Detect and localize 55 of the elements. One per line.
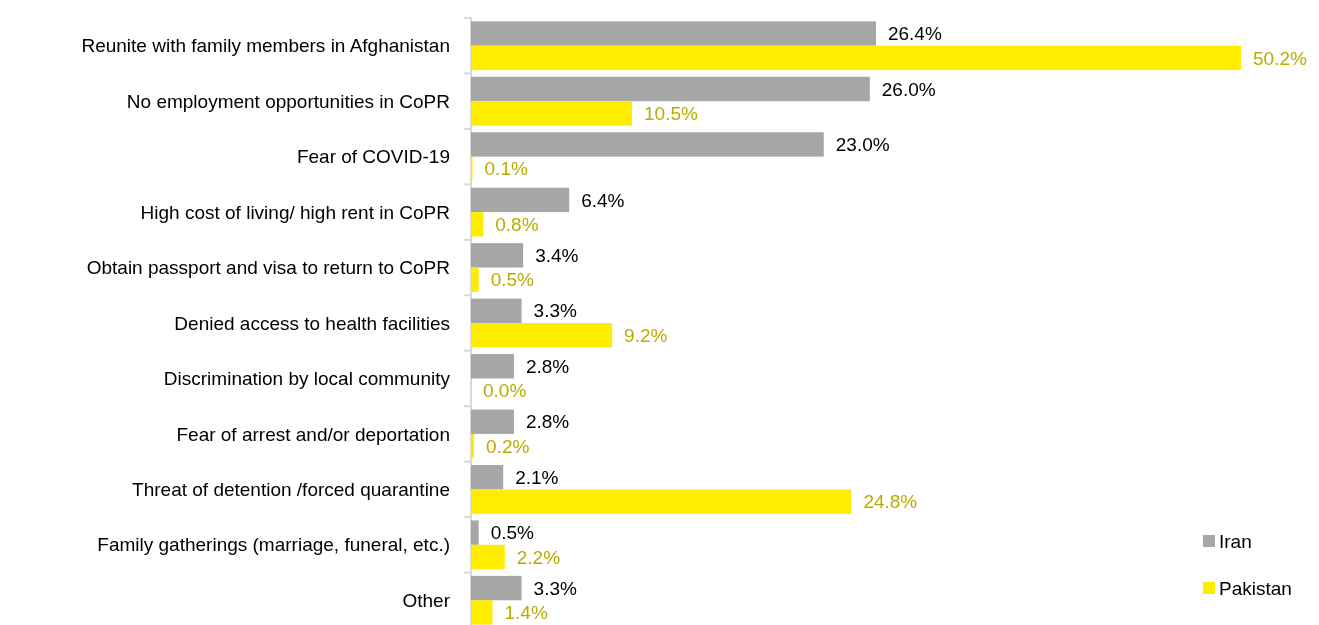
y-tick-label: Discrimination by local community <box>163 368 451 390</box>
bar <box>471 575 522 601</box>
y-tick-label: Other <box>402 589 451 611</box>
data-label: 2.2% <box>516 546 561 568</box>
bar <box>471 101 633 126</box>
y-tick-label: Family gatherings (marriage, funeral, etc.) <box>97 534 450 556</box>
bar <box>471 267 479 292</box>
bar <box>471 76 870 102</box>
bar <box>471 298 522 323</box>
bar <box>471 187 570 213</box>
bar <box>471 323 613 348</box>
data-label: 23.0% <box>835 134 890 156</box>
data-label: 1.4% <box>504 602 548 624</box>
bar <box>471 520 479 545</box>
data-label: 50.2% <box>1253 47 1307 69</box>
y-tick-label: Obtain passport and visa to return to CoPR <box>86 257 450 279</box>
bar <box>471 544 505 570</box>
data-label: 26.4% <box>887 23 942 45</box>
data-label: 0.1% <box>484 158 528 180</box>
bar <box>471 464 504 490</box>
bar <box>471 433 475 459</box>
y-tick-label: Fear of arrest and/or deportation <box>176 423 450 445</box>
data-label: 10.5% <box>644 103 699 125</box>
data-label: 0.0% <box>483 380 527 402</box>
y-tick-label: Fear of COVID-19 <box>296 146 450 168</box>
bar <box>471 409 514 434</box>
y-tick-label: Denied access to health facilities <box>174 312 450 334</box>
y-tick-label: No employment opportunities in CoPR <box>126 90 450 112</box>
bar <box>471 489 852 514</box>
legend-label: Pakistan <box>1219 577 1292 599</box>
bar <box>471 132 824 157</box>
legend-label: Iran <box>1219 530 1252 552</box>
bar <box>471 212 484 237</box>
y-tick-label: Threat of detention /forced quarantine <box>132 479 450 501</box>
bar <box>471 21 876 46</box>
data-label: 9.2% <box>624 324 668 346</box>
data-label: 3.3% <box>533 577 578 599</box>
data-label: 0.5% <box>490 522 535 544</box>
data-label: 3.3% <box>533 300 578 322</box>
data-label: 3.4% <box>535 245 579 266</box>
bar <box>471 243 524 268</box>
data-label: 2.8% <box>525 411 570 433</box>
bar <box>471 354 514 379</box>
bar <box>471 45 1241 71</box>
data-label: 0.5% <box>490 269 535 291</box>
data-label: 2.8% <box>525 355 570 377</box>
y-tick-label: Reunite with family members in Afghanistan <box>81 35 450 57</box>
data-label: 0.8% <box>495 213 539 235</box>
data-label: 2.1% <box>515 466 559 488</box>
data-label: 24.8% <box>863 491 918 513</box>
data-label: 6.4% <box>581 189 625 211</box>
data-label: 26.0% <box>881 78 936 100</box>
data-label: 0.2% <box>486 435 530 457</box>
y-tick-label: High cost of living/ high rent in CoPR <box>140 201 450 223</box>
bar <box>471 600 493 625</box>
